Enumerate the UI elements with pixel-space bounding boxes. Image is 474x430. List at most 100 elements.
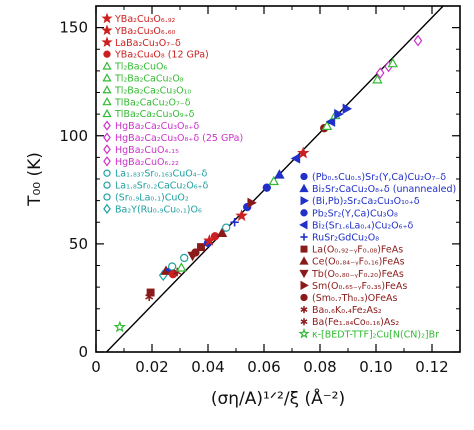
legend-label: LaBa₂Cu₃O₇₋δ [115, 38, 181, 49]
data-point [296, 146, 310, 159]
data-point [387, 57, 399, 68]
legend-marker [103, 120, 111, 131]
legend-label: RuSr₂GdCu₂O₈ [312, 233, 379, 244]
legend-label: Ba₀.₆K₀.₄Fe₂As₂ [312, 305, 382, 316]
x-tick-label: 0.12 [415, 358, 448, 376]
legend-left: YBa₂Cu₃O₆.₉₂YBa₂Cu₃O₆.₆₀LaBa₂Cu₃O₇₋δYBa₂… [101, 12, 243, 215]
data-point [235, 209, 248, 222]
legend-marker [299, 269, 309, 279]
legend-marker [299, 183, 309, 193]
data-point [274, 169, 285, 179]
legend-label: Ce(O₀.₈₄₋ᵧF₀.₁₆)FeAs [312, 257, 405, 268]
legend-marker [103, 193, 111, 201]
legend-marker [300, 318, 308, 326]
data-point [321, 120, 333, 130]
data-point [180, 253, 189, 263]
legend-marker [103, 156, 111, 167]
legend-marker [300, 233, 308, 241]
legend-label: La₁.₈₃₇Sr₀.₁₆₃CuO₄₋δ [115, 169, 208, 180]
legend-marker [300, 209, 308, 217]
data-point [230, 218, 239, 227]
data-point [375, 67, 385, 79]
legend-label: HgBa₂CuO₄.₁₅ [115, 145, 179, 156]
y-tick-label: 50 [69, 235, 88, 253]
data-point [176, 262, 187, 272]
legend-right: (Pb₀.₅Cu₀.₅)Sr₂(Y,Ca)Cu₂O₇₋δBi₂Sr₂CaCu₂O… [298, 172, 456, 340]
data-point [197, 243, 205, 252]
legend-label: TlBa₂CaCu₂O₇₋δ [114, 97, 191, 108]
x-tick-label: 0.08 [303, 358, 336, 376]
x-tick-label: 0.04 [191, 358, 224, 376]
legend-label: Ba(Fe₁.₈₄Co₀.₁₆)As₂ [312, 317, 399, 328]
legend-label: Sm(O₀.₆₅₋ᵧF₀.₃₅)FeAs [312, 281, 407, 292]
legend-marker [300, 293, 308, 302]
x-tick-label: 0.02 [135, 358, 168, 376]
legend-label: Tl₂Ba₂Ca₂Cu₃O₁₀ [114, 85, 191, 96]
legend-marker [299, 220, 308, 230]
legend-marker [103, 50, 111, 58]
data-point [247, 197, 257, 209]
legend-label: La₁.₈Sr₀.₂CaCu₂O₆₊δ [115, 181, 209, 192]
y-tick-label: 100 [59, 127, 88, 145]
legend-marker [299, 256, 309, 265]
legend-label: (Sr₀.₉La₀.₁)CuO₂ [115, 193, 189, 204]
x-axis-label: (ση/A)¹ᐟ²/ξ (Å⁻²) [211, 387, 345, 409]
legend-marker [300, 196, 309, 206]
legend-marker [102, 96, 112, 106]
data-point [413, 34, 423, 47]
plot-frame [95, 5, 461, 353]
legend-marker [101, 12, 113, 24]
legend-label: Tl₂Ba₂CuO₆ [114, 62, 168, 73]
legend-marker [103, 181, 111, 189]
legend-marker [102, 108, 112, 118]
data-point [372, 74, 383, 84]
data-point [334, 108, 344, 120]
legend-label: HgBa₂Ca₂Cu₃O₈₊δ [115, 121, 199, 132]
legend-label: TlBa₂Ca₂Cu₃O₉₊δ [114, 109, 195, 120]
legend-marker [103, 132, 111, 143]
legend-marker [300, 280, 309, 291]
y-tick-label: 150 [59, 19, 88, 37]
legend-marker [300, 245, 308, 253]
data-points [113, 34, 423, 333]
data-point [325, 116, 336, 127]
data-point [268, 175, 280, 186]
y-tick-label: 0 [78, 343, 88, 361]
legend-label: Pb₂Sr₂(Y,Ca)Cu₃O₈ [312, 208, 398, 219]
legend-marker [101, 36, 113, 48]
legend-marker [102, 73, 112, 82]
legend-marker [103, 203, 111, 215]
legend-label: HgBa₂Ca₂Cu₃O₈₊δ (25 GPa) [115, 133, 243, 144]
legend-label: HgBa₂CuO₆.₂₂ [115, 157, 179, 168]
legend-label: YBa₂Cu₄O₈ (12 GPa) [114, 50, 209, 61]
legend-marker [298, 327, 310, 339]
legend-label: La(O₀.₉₂₋ᵧF₀.₀₈)FeAs [312, 245, 403, 256]
legend-marker [101, 24, 113, 36]
data-point [342, 103, 353, 114]
y-axis-label: T₀₀ (K) [25, 152, 45, 207]
data-point [167, 262, 177, 271]
data-point [290, 153, 301, 164]
legend-marker [300, 172, 308, 181]
legend-marker [102, 61, 112, 70]
x-tick-label: 0 [91, 358, 101, 376]
legend-label: YBa₂Cu₃O₆.₆₀ [114, 26, 176, 37]
x-tick-label: 0.10 [359, 358, 392, 376]
legend-label: YBa₂Cu₃O₆.₉₂ [114, 14, 176, 25]
legend-marker [300, 306, 308, 314]
x-tick-label: 0.06 [247, 358, 280, 376]
legend-marker [103, 169, 111, 177]
data-point [113, 320, 127, 333]
data-point [216, 227, 228, 238]
legend-label: Tl₂Ba₂CaCu₂O₈ [114, 74, 184, 85]
ticks-layer: 0 0.02 0.04 0.06 0.08 0.10 0.12 0 50 100 150 [59, 6, 460, 376]
legend-label: Ba₂Y(Ru₀.₉Cu₀.₁)O₆ [115, 204, 202, 215]
legend-label: (Sm₀.₇Th₀.₃)OFeAs [312, 293, 398, 304]
legend-label: Bi₂(Sr₁.₆La₀.₄)Cu₂O₆₊δ [312, 220, 413, 231]
legend-label: (Pb₀.₅Cu₀.₅)Sr₂(Y,Ca)Cu₂O₇₋δ [312, 172, 446, 183]
data-point [146, 288, 155, 297]
legend-label: Tb(O₀.₈₀₋ᵧF₀.₂₀)FeAs [311, 269, 404, 280]
legend-marker [103, 144, 111, 155]
data-point [262, 183, 271, 192]
